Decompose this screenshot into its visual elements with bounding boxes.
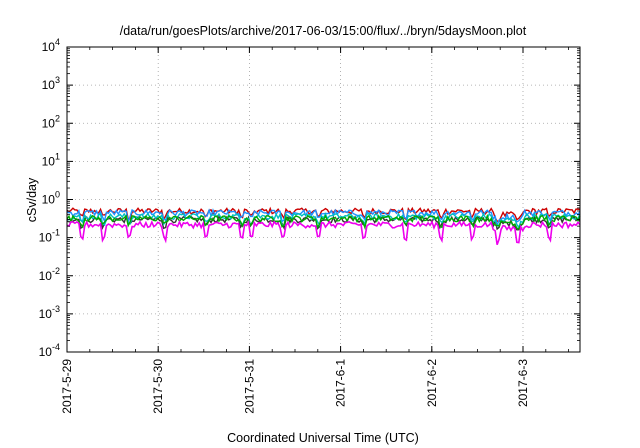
series-layer bbox=[66, 206, 581, 246]
y-tick-label: 100 bbox=[42, 190, 60, 207]
y-tick-labels: 10-4 10-3 10-2 10-1 100 101 102 103 104 bbox=[39, 37, 60, 359]
series-line bbox=[66, 219, 581, 246]
y-tick-label: 101 bbox=[42, 151, 60, 168]
y-axis-label: cSv/day bbox=[25, 177, 39, 222]
y-tick-label: 10-1 bbox=[39, 228, 60, 245]
x-tick-label: 2017-5-29 bbox=[60, 359, 74, 414]
series-line bbox=[66, 208, 581, 228]
y-tick-label: 10-2 bbox=[39, 266, 60, 283]
series-line bbox=[66, 206, 581, 223]
y-tick-label: 102 bbox=[42, 113, 60, 130]
grid bbox=[67, 47, 580, 352]
y-tick-label: 104 bbox=[42, 37, 60, 54]
y-tick-label: 103 bbox=[42, 75, 60, 92]
x-tick-label: 2017-5-30 bbox=[151, 359, 165, 414]
series-line bbox=[66, 212, 581, 230]
ticks bbox=[66, 46, 580, 353]
y-tick-label: 10-4 bbox=[39, 342, 60, 359]
series-line bbox=[66, 213, 581, 231]
y-tick-label: 10-3 bbox=[39, 304, 60, 321]
x-tick-label: 2017-6-2 bbox=[425, 359, 439, 407]
x-tick-label: 2017-5-31 bbox=[242, 359, 256, 414]
x-tick-label: 2017-6-3 bbox=[516, 359, 530, 407]
x-tick-labels: 2017-5-29 2017-5-30 2017-5-31 2017-6-1 2017-… bbox=[60, 359, 530, 414]
chart-title: /data/run/goesPlots/archive/2017-06-03/1… bbox=[120, 24, 527, 38]
x-tick-label: 2017-6-1 bbox=[334, 359, 348, 407]
x-axis-label: Coordinated Universal Time (UTC) bbox=[227, 431, 419, 445]
